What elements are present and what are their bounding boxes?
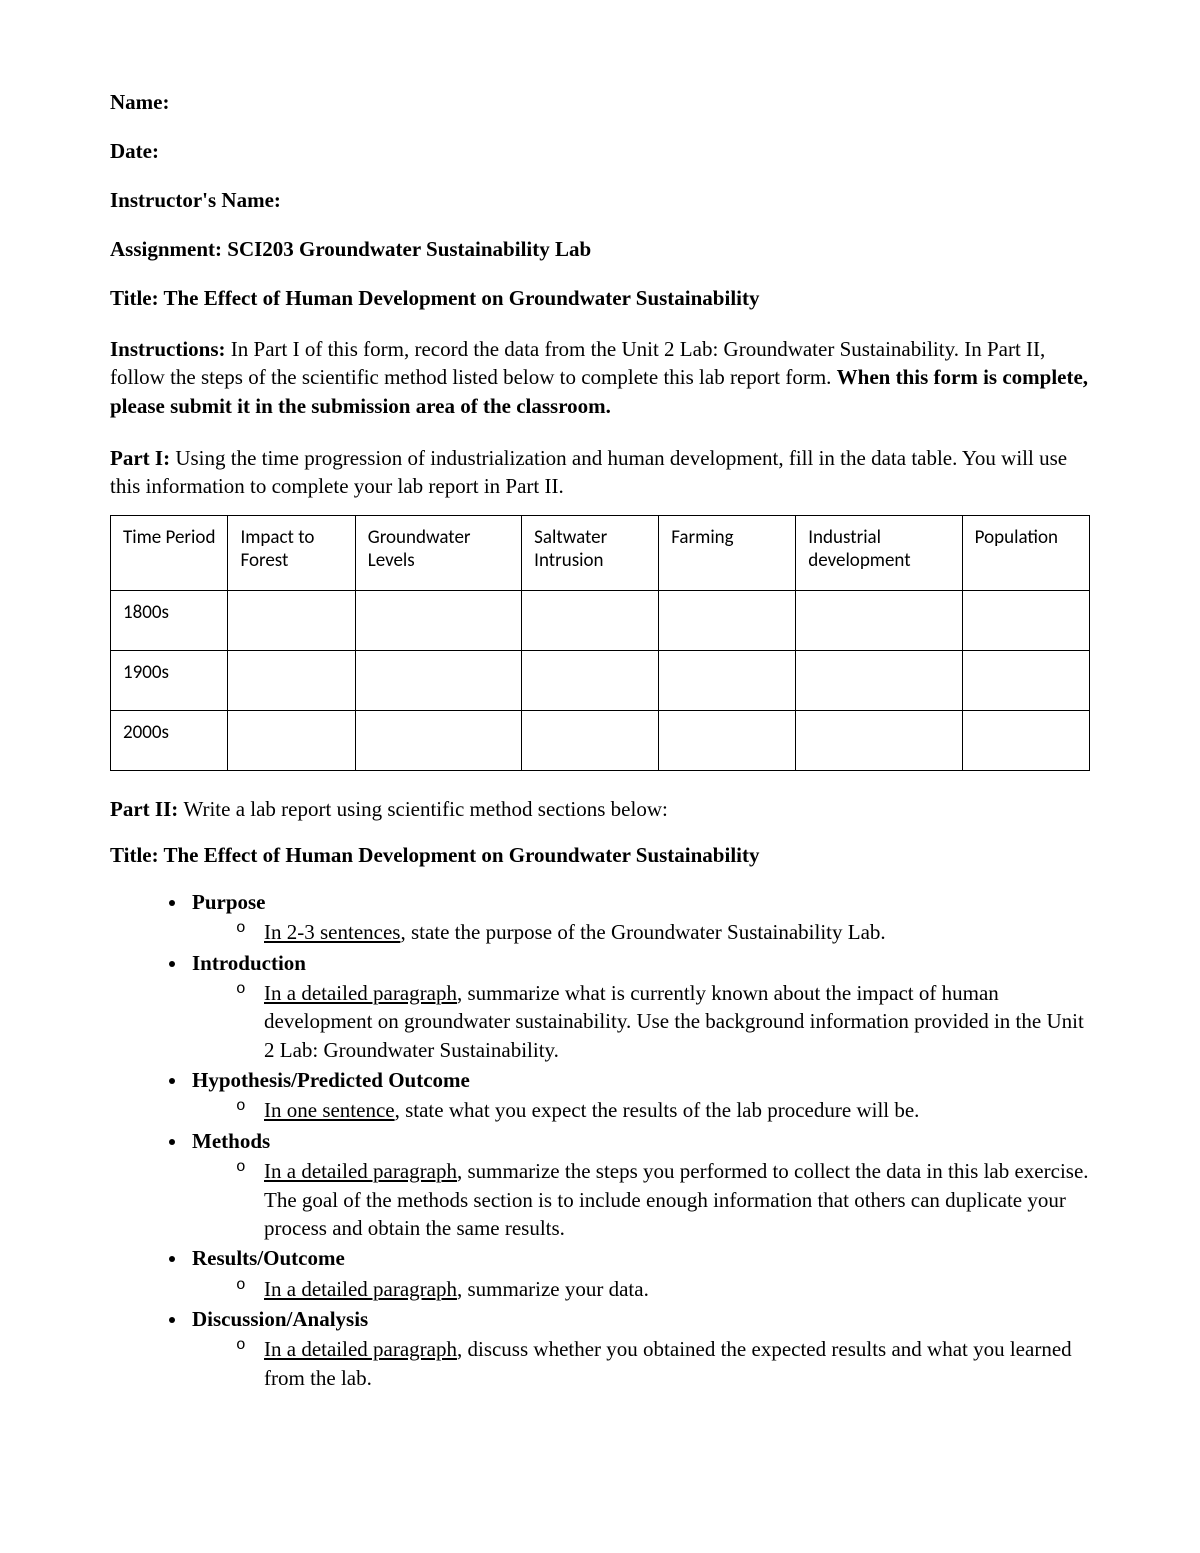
cell <box>355 590 521 650</box>
document-page: Name: Date: Instructor's Name: Assignmen… <box>0 0 1200 1553</box>
instructions-paragraph: Instructions: In Part I of this form, re… <box>110 335 1090 420</box>
section-results: Results/Outcome In a detailed paragraph,… <box>188 1244 1090 1303</box>
sub-lead: In 2-3 sentences <box>264 920 400 944</box>
section-heading: Hypothesis/Predicted Outcome <box>192 1068 470 1092</box>
part2-paragraph: Part II: Write a lab report using scient… <box>110 795 1090 823</box>
sub-lead: In a detailed paragraph <box>264 1159 457 1183</box>
part1-label: Part I: <box>110 446 175 470</box>
cell <box>522 590 659 650</box>
section-heading: Methods <box>192 1129 270 1153</box>
assignment-line: Assignment: SCI203 Groundwater Sustainab… <box>110 237 1090 262</box>
cell <box>659 650 796 710</box>
title-line: Title: The Effect of Human Development o… <box>110 286 1090 311</box>
th-industrial: Industrial development <box>796 515 962 590</box>
part2-title-value: The Effect of Human Development on Groun… <box>163 843 759 867</box>
cell <box>522 710 659 770</box>
instructor-field-label: Instructor's Name: <box>110 188 1090 213</box>
title-label: Title: <box>110 286 163 310</box>
section-subitem: In a detailed paragraph, discuss whether… <box>236 1335 1090 1392</box>
table-row: 1800s <box>111 590 1090 650</box>
cell <box>962 590 1089 650</box>
part2-label: Part II: <box>110 797 183 821</box>
section-sublist: In a detailed paragraph, discuss whether… <box>192 1335 1090 1392</box>
section-heading: Results/Outcome <box>192 1246 345 1270</box>
cell-period-1800s: 1800s <box>111 590 228 650</box>
section-subitem: In 2-3 sentences, state the purpose of t… <box>236 918 1090 946</box>
cell <box>796 710 962 770</box>
th-farming: Farming <box>659 515 796 590</box>
table-row: 1900s <box>111 650 1090 710</box>
cell <box>522 650 659 710</box>
section-subitem: In one sentence, state what you expect t… <box>236 1096 1090 1124</box>
section-sublist: In a detailed paragraph, summarize the s… <box>192 1157 1090 1242</box>
cell <box>659 590 796 650</box>
section-discussion: Discussion/Analysis In a detailed paragr… <box>188 1305 1090 1392</box>
section-sublist: In a detailed paragraph, summarize what … <box>192 979 1090 1064</box>
section-methods: Methods In a detailed paragraph, summari… <box>188 1127 1090 1242</box>
name-field-label: Name: <box>110 90 1090 115</box>
sub-rest: , state the purpose of the Groundwater S… <box>400 920 885 944</box>
cell <box>796 650 962 710</box>
table-row: 2000s <box>111 710 1090 770</box>
part1-paragraph: Part I: Using the time progression of in… <box>110 444 1090 501</box>
section-sublist: In 2-3 sentences, state the purpose of t… <box>192 918 1090 946</box>
section-heading: Purpose <box>192 890 266 914</box>
table-header-row: Time Period Impact to Forest Groundwater… <box>111 515 1090 590</box>
cell <box>228 590 355 650</box>
cell <box>355 650 521 710</box>
data-table: Time Period Impact to Forest Groundwater… <box>110 515 1090 771</box>
th-population: Population <box>962 515 1089 590</box>
section-purpose: Purpose In 2-3 sentences, state the purp… <box>188 888 1090 947</box>
cell-period-1900s: 1900s <box>111 650 228 710</box>
section-heading: Introduction <box>192 951 306 975</box>
sub-lead: In one sentence <box>264 1098 395 1122</box>
cell <box>228 710 355 770</box>
cell <box>659 710 796 770</box>
section-subitem: In a detailed paragraph, summarize what … <box>236 979 1090 1064</box>
sub-lead: In a detailed paragraph <box>264 1277 457 1301</box>
th-saltwater: Saltwater Intrusion <box>522 515 659 590</box>
cell <box>228 650 355 710</box>
sub-rest: , summarize your data. <box>457 1277 649 1301</box>
part2-text: Write a lab report using scientific meth… <box>183 797 667 821</box>
th-groundwater: Groundwater Levels <box>355 515 521 590</box>
assignment-label: Assignment: <box>110 237 227 261</box>
cell-period-2000s: 2000s <box>111 710 228 770</box>
th-impact-forest: Impact to Forest <box>228 515 355 590</box>
cell <box>355 710 521 770</box>
section-heading: Discussion/Analysis <box>192 1307 368 1331</box>
sub-lead: In a detailed paragraph <box>264 981 457 1005</box>
section-sublist: In one sentence, state what you expect t… <box>192 1096 1090 1124</box>
sections-list: Purpose In 2-3 sentences, state the purp… <box>110 888 1090 1392</box>
cell <box>962 650 1089 710</box>
sub-lead: In a detailed paragraph <box>264 1337 457 1361</box>
instructions-label: Instructions: <box>110 337 231 361</box>
part1-text: Using the time progression of industrial… <box>110 446 1067 498</box>
sub-rest: , state what you expect the results of t… <box>395 1098 920 1122</box>
cell <box>796 590 962 650</box>
section-subitem: In a detailed paragraph, summarize your … <box>236 1275 1090 1303</box>
section-sublist: In a detailed paragraph, summarize your … <box>192 1275 1090 1303</box>
title-value: The Effect of Human Development on Groun… <box>163 286 759 310</box>
date-field-label: Date: <box>110 139 1090 164</box>
section-hypothesis: Hypothesis/Predicted Outcome In one sent… <box>188 1066 1090 1125</box>
assignment-value: SCI203 Groundwater Sustainability Lab <box>227 237 591 261</box>
section-subitem: In a detailed paragraph, summarize the s… <box>236 1157 1090 1242</box>
section-introduction: Introduction In a detailed paragraph, su… <box>188 949 1090 1064</box>
th-time-period: Time Period <box>111 515 228 590</box>
part2-title-line: Title: The Effect of Human Development o… <box>110 843 1090 868</box>
part2-title-label: Title: <box>110 843 163 867</box>
cell <box>962 710 1089 770</box>
